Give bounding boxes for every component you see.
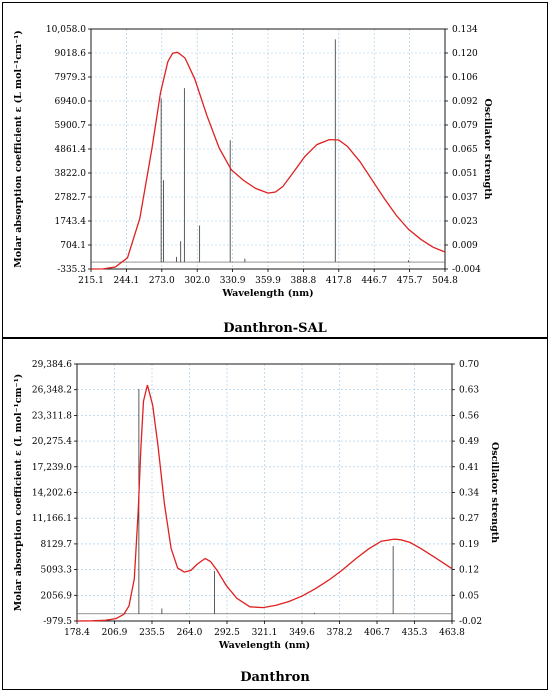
- x-tick-label: 446.7: [361, 276, 387, 286]
- x-tick-label: 244.1: [114, 276, 140, 286]
- y2-tick-label: 0.051: [452, 169, 478, 179]
- chart-panel-danthron: 178.4 206.9 235.5 264.0 292.5 321.1 349.6 378.2…: [2, 338, 548, 690]
- y-tick-label: 5900.7: [55, 121, 87, 131]
- chart-panel-danthron-sal: 215.1 244.1 273.0 302.0 330.9 359.9 388.8 417.8…: [2, 2, 548, 338]
- x-tick-label: 235.5: [139, 628, 165, 638]
- y2-tick-label: 0.106: [452, 73, 478, 83]
- x-tick-label: 435.3: [402, 628, 428, 638]
- x-tick-label: 417.8: [326, 276, 352, 286]
- y-tick-label: 26,348.2: [32, 386, 72, 396]
- x-tick-label: 321.1: [252, 628, 278, 638]
- y-tick-label: 4861.4: [55, 145, 87, 155]
- x-tick-label: 378.2: [327, 628, 353, 638]
- x-tick-label: 359.9: [255, 276, 281, 286]
- x-tick-label: 302.0: [184, 276, 210, 286]
- y2-tick-label: 0.56: [459, 411, 479, 421]
- y2-tick-label: 0.12: [459, 566, 479, 576]
- y2-tick-label: 0.05: [459, 591, 479, 601]
- y-tick-label: 20,275.4: [32, 437, 72, 447]
- x-tick-label: 504.8: [432, 276, 458, 286]
- y2-axis-label: Oscillator strength: [489, 442, 500, 543]
- y2-tick-label: 0.134: [452, 25, 478, 35]
- x-tick-label: 330.9: [220, 276, 246, 286]
- chart-danthron: 178.4 206.9 235.5 264.0 292.5 321.1 349.6 378.2…: [13, 360, 500, 651]
- y-axis-label: Molar absorption coefficient ε (L mol⁻¹c…: [13, 374, 24, 611]
- y-tick-label: 8129.7: [41, 540, 73, 550]
- y2-tick-label: 0.065: [452, 145, 478, 155]
- y2-tick-label: 0.27: [459, 514, 479, 524]
- chart-caption-danthron-sal: Danthron-SAL: [223, 321, 327, 336]
- y2-tick-label: 0.34: [459, 489, 479, 499]
- y2-tick-label: 0.092: [452, 97, 478, 107]
- x-tick-label: 178.4: [64, 628, 90, 638]
- y2-tick-label: 0.023: [452, 217, 478, 227]
- x-tick-label: 215.1: [78, 276, 104, 286]
- y-axis-label: Molar absorption coefficient ε (L mol⁻¹c…: [13, 30, 24, 267]
- y2-tick-label: 0.079: [452, 121, 478, 131]
- y-tick-label: 29,384.6: [32, 360, 72, 370]
- y-tick-label: 704.1: [60, 241, 86, 251]
- y2-tick-label: 0.70: [459, 360, 479, 370]
- y-tick-label: 17,239.0: [32, 463, 72, 473]
- y-tick-label: -979.5: [43, 617, 72, 627]
- spectrum-line: [90, 51, 446, 270]
- y2-tick-label: 0.49: [459, 437, 479, 447]
- chart-caption-danthron: Danthron: [240, 670, 310, 685]
- y2-tick-label: 0.037: [452, 193, 478, 203]
- x-tick-label: 388.8: [291, 276, 317, 286]
- y2-tick-label: 0.120: [452, 49, 478, 59]
- y-tick-label: 3822.0: [55, 169, 87, 179]
- y-tick-label: -335.3: [57, 265, 86, 275]
- y2-tick-label: 0.63: [459, 386, 479, 396]
- x-axis-label: Wavelength (nm): [221, 288, 313, 299]
- x-tick-label: 349.6: [289, 628, 315, 638]
- x-tick-label: 463.8: [439, 628, 465, 638]
- x-tick-label: 273.0: [149, 276, 175, 286]
- y-tick-label: 14,202.6: [32, 489, 72, 499]
- y-tick-label: 2056.9: [41, 591, 73, 601]
- x-tick-label: 292.5: [214, 628, 240, 638]
- y-tick-label: 10,058.0: [46, 25, 86, 35]
- chart-danthron-sal: 215.1 244.1 273.0 302.0 330.9 359.9 388.8 417.8…: [13, 25, 493, 299]
- spectrum-line: [76, 384, 453, 622]
- y2-tick-label: 0.41: [459, 463, 479, 473]
- x-tick-label: 406.7: [364, 628, 390, 638]
- y-tick-label: 23,311.8: [32, 411, 72, 421]
- y-tick-label: 1743.4: [55, 217, 87, 227]
- y-tick-label: 7979.3: [55, 73, 87, 83]
- y-tick-label: 2782.7: [55, 193, 87, 203]
- y-tick-label: 6940.0: [55, 97, 87, 107]
- y2-axis-label: Oscillator strength: [482, 98, 493, 199]
- y2-tick-label: 0.19: [459, 540, 479, 550]
- x-tick-label: 475.7: [397, 276, 423, 286]
- y-tick-label: 5093.3: [41, 566, 73, 576]
- y-tick-label: 9018.6: [55, 49, 87, 59]
- x-axis-label: Wavelength (nm): [218, 640, 310, 651]
- x-tick-label: 206.9: [102, 628, 128, 638]
- y2-tick-label: -0.004: [452, 265, 481, 275]
- y2-tick-label: 0.009: [452, 241, 478, 251]
- x-tick-label: 264.0: [177, 628, 203, 638]
- y2-tick-label: -0.02: [459, 617, 482, 627]
- y-tick-label: 11,166.1: [32, 514, 72, 524]
